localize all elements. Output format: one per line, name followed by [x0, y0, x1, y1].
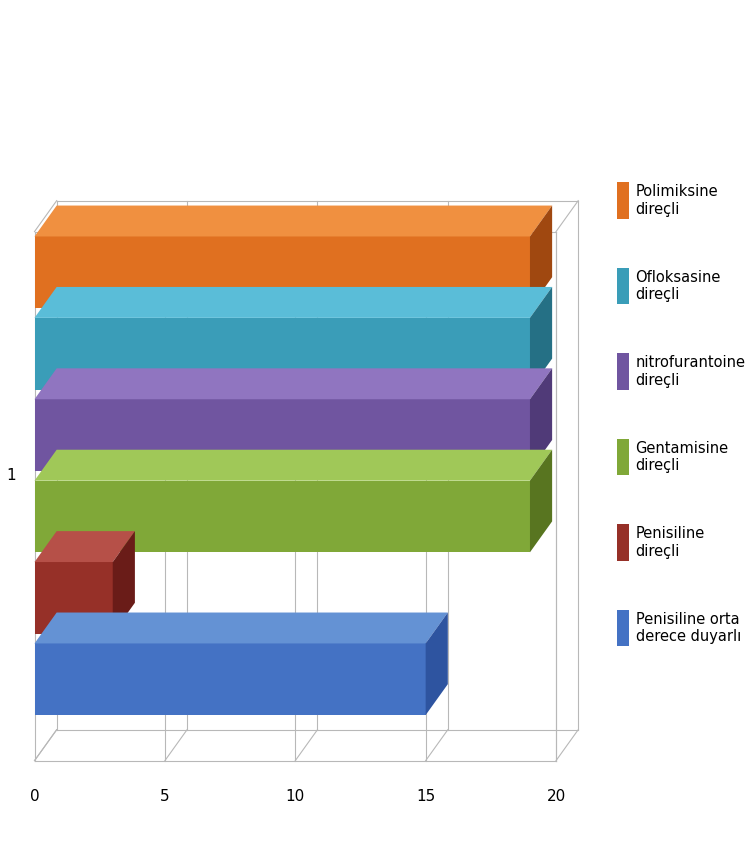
Bar: [617, 439, 629, 475]
Text: Polimiksine direçli: Polimiksine direçli: [636, 184, 718, 216]
Bar: [617, 183, 629, 219]
Text: 5: 5: [160, 790, 169, 804]
Text: Penisiline direçli: Penisiline direçli: [636, 526, 705, 559]
Bar: [35, 237, 530, 308]
Bar: [617, 610, 629, 646]
Polygon shape: [35, 450, 552, 481]
Polygon shape: [425, 612, 448, 715]
Polygon shape: [35, 612, 448, 644]
Polygon shape: [530, 205, 552, 308]
Text: Penisiline orta derece duyarlı: Penisiline orta derece duyarlı: [636, 612, 741, 644]
Text: 20: 20: [547, 790, 566, 804]
Polygon shape: [530, 450, 552, 553]
Text: 10: 10: [285, 790, 305, 804]
Bar: [617, 524, 629, 561]
Text: 1: 1: [7, 469, 17, 483]
Bar: [35, 318, 530, 390]
Bar: [35, 399, 530, 471]
Text: Gentamisine direçli: Gentamisine direçli: [636, 441, 729, 473]
Text: Ofloksasine direçli: Ofloksasine direçli: [636, 270, 721, 302]
Polygon shape: [35, 531, 135, 562]
Polygon shape: [530, 287, 552, 390]
Bar: [617, 353, 629, 390]
Polygon shape: [35, 287, 552, 318]
Polygon shape: [113, 531, 135, 633]
Text: 15: 15: [416, 790, 435, 804]
Polygon shape: [35, 368, 552, 399]
Bar: [35, 481, 530, 553]
Text: 0: 0: [29, 790, 39, 804]
Polygon shape: [35, 205, 552, 237]
Polygon shape: [530, 368, 552, 471]
Bar: [35, 562, 113, 633]
Bar: [35, 644, 425, 715]
Text: nitrofurantoine direçli: nitrofurantoine direçli: [636, 356, 745, 388]
Bar: [617, 267, 629, 305]
